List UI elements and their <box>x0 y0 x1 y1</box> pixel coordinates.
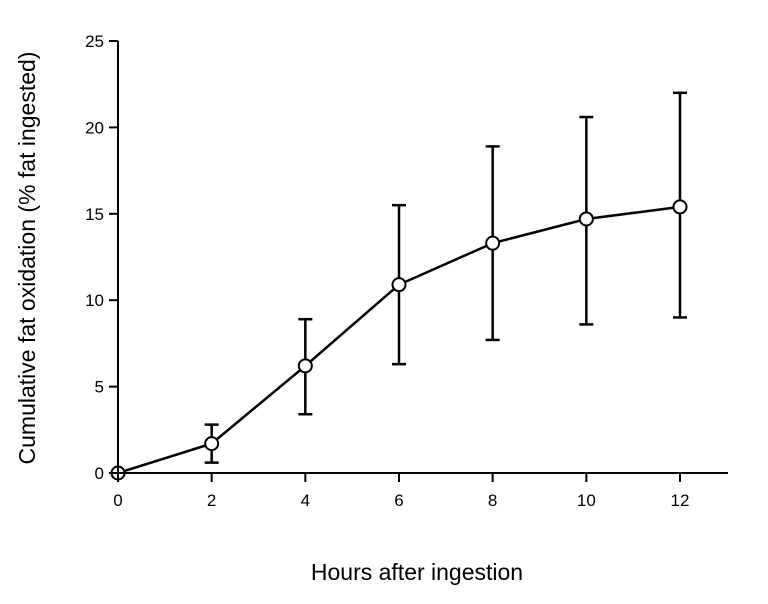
x-tick-label-4: 4 <box>301 491 310 510</box>
y-tick-label-25: 25 <box>85 32 104 51</box>
data-point-10 <box>578 211 594 227</box>
y-tick-label-0: 0 <box>95 464 104 483</box>
y-tick-label-15: 15 <box>85 205 104 224</box>
y-axis-ticks: 0 5 10 15 20 25 <box>85 32 118 483</box>
x-axis-ticks: 0 2 4 6 8 10 12 <box>113 473 689 510</box>
x-tick-label-10: 10 <box>577 491 596 510</box>
x-tick-label-2: 2 <box>207 491 216 510</box>
y-tick-label-20: 20 <box>85 118 104 137</box>
x-axis-title: Hours after ingestion <box>311 559 523 585</box>
data-point-4 <box>297 358 313 374</box>
x-tick-label-8: 8 <box>488 491 497 510</box>
x-tick-label-0: 0 <box>113 491 122 510</box>
data-point-8 <box>485 235 501 251</box>
data-point-2 <box>204 436 220 452</box>
x-tick-label-12: 12 <box>671 491 690 510</box>
x-tick-label-6: 6 <box>394 491 403 510</box>
plot-area <box>110 91 688 481</box>
y-tick-label-5: 5 <box>95 378 104 397</box>
data-point-6 <box>391 277 407 293</box>
axes: 0 5 10 15 20 25 0 2 4 6 8 10 12 <box>85 32 728 510</box>
data-point-12 <box>672 199 688 215</box>
y-tick-label-10: 10 <box>85 291 104 310</box>
y-axis-title: Cumulative fat oxidation (% fat ingested… <box>14 52 40 465</box>
